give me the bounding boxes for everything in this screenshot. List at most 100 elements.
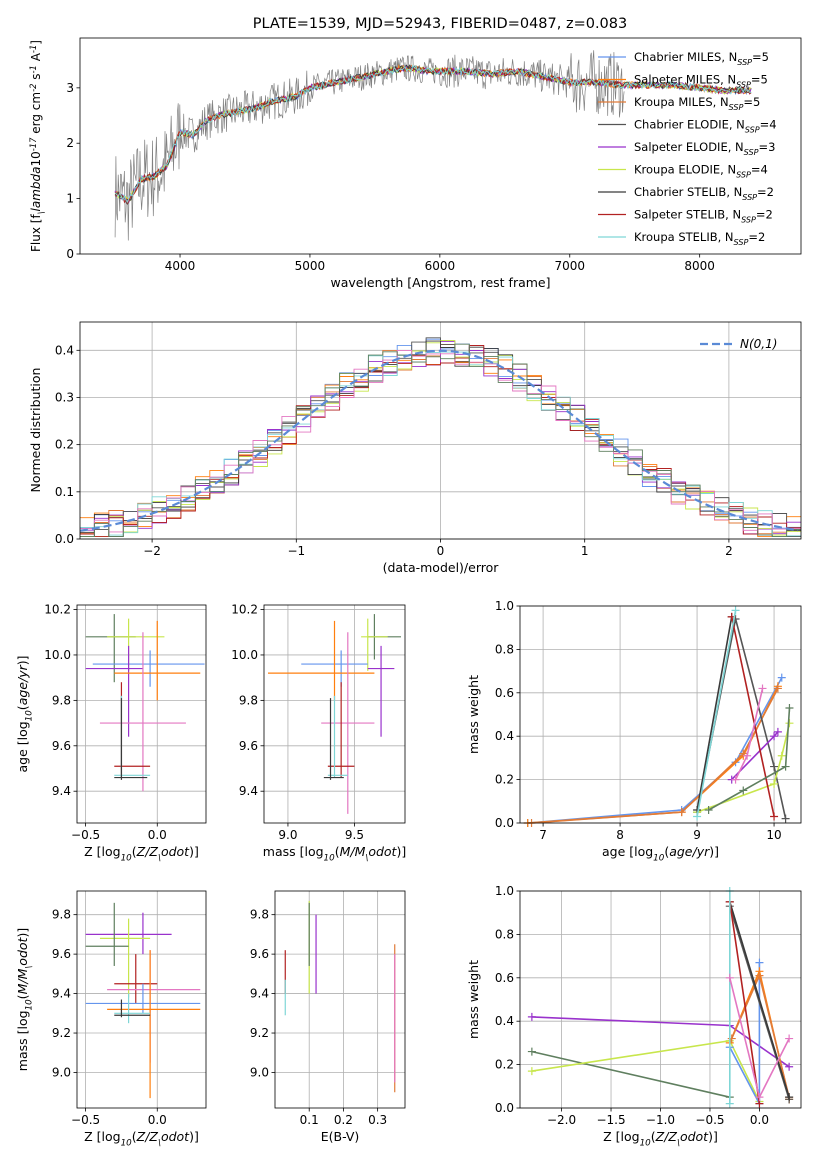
legend-entry: Chabrier STELIB, NSSP=2 xyxy=(634,185,774,202)
x-tick-label: 9.5 xyxy=(345,828,364,842)
residual-histogram xyxy=(80,345,801,538)
x-tick-label: −0.5 xyxy=(71,828,100,842)
y-tick-label: 0.2 xyxy=(495,773,514,787)
y-tick-label: 0.4 xyxy=(495,1014,514,1028)
errorbar xyxy=(99,918,151,998)
weight-vs-Z-axes xyxy=(520,887,801,1109)
weight-line xyxy=(531,1039,761,1102)
x-tick-label: −0.5 xyxy=(71,1113,100,1127)
legend-entry: Kroupa MILES, NSSP=5 xyxy=(634,95,760,112)
x-tick-label: 5000 xyxy=(295,259,326,273)
weight-line xyxy=(730,616,775,817)
weight-vs-Z-frame xyxy=(516,890,802,1112)
errorbar xyxy=(323,698,344,780)
weight-marker xyxy=(739,786,748,795)
chart-title: PLATE=1539, MJD=52943, FIBERID=0487, z=0… xyxy=(253,16,627,32)
errorbar xyxy=(85,645,143,737)
y-tick-label: 10.0 xyxy=(44,648,71,662)
weight-line xyxy=(696,610,737,817)
errorbar xyxy=(267,620,375,701)
weight-vs-age-frame xyxy=(516,605,802,827)
y-axis-label: Normed distribution xyxy=(28,368,43,493)
weight-marker xyxy=(731,606,740,615)
mass-vs-ebv-frame xyxy=(271,890,406,1112)
weight-marker xyxy=(731,775,740,784)
y-tick-label: 0.3 xyxy=(55,390,74,404)
errorbar xyxy=(107,950,201,1099)
weight-marker xyxy=(527,1067,536,1076)
x-tick-label: 0.2 xyxy=(334,1113,353,1127)
residual-histogram xyxy=(80,349,801,533)
weight-marker xyxy=(770,732,779,741)
mass-vs-Z-axes xyxy=(77,891,206,1108)
weight-line xyxy=(531,1050,730,1098)
y-tick-label: 9.4 xyxy=(250,987,269,1001)
y-tick-label: 10.0 xyxy=(231,648,258,662)
y-axis-label: mass weight xyxy=(466,675,481,754)
model-spectrum xyxy=(114,64,752,201)
weight-marker xyxy=(693,812,702,821)
legend-entry: Salpeter ELODIE, NSSP=3 xyxy=(634,140,775,157)
weight-marker xyxy=(725,1099,734,1108)
errorbar xyxy=(327,695,348,778)
weight-marker xyxy=(770,779,779,788)
age-vs-Z-axes xyxy=(77,605,206,823)
y-tick-label: 3 xyxy=(66,81,74,95)
errorbar xyxy=(321,632,375,814)
gaussian-curve xyxy=(79,349,799,532)
y-tick-label: 9.8 xyxy=(52,908,71,922)
plot-frame xyxy=(263,604,406,824)
errorbar xyxy=(114,695,151,778)
x-tick-label: 0.1 xyxy=(300,1113,319,1127)
plot-frame xyxy=(274,890,406,1109)
legend-entry: Chabrier MILES, NSSP=5 xyxy=(634,50,769,67)
x-tick-label: 0 xyxy=(437,544,445,558)
weight-marker xyxy=(777,673,786,682)
errorbar xyxy=(85,902,129,966)
y-tick-label: 0.8 xyxy=(495,642,514,656)
x-tick-label: −0.5 xyxy=(695,1113,724,1127)
y-tick-label: 10.2 xyxy=(231,603,258,617)
y-tick-label: 0.0 xyxy=(495,1101,514,1115)
weight-line xyxy=(708,707,791,811)
x-tick-label: 9 xyxy=(693,828,701,842)
plot-frame xyxy=(79,37,802,255)
spectrum-legend xyxy=(598,56,626,238)
y-tick-label: 0.4 xyxy=(55,343,74,357)
x-tick-label: 4000 xyxy=(165,259,196,273)
errorbar xyxy=(367,645,395,737)
plot-frame xyxy=(76,890,207,1109)
age-vs-mass-axes xyxy=(264,605,405,823)
y-axis-label: Flux [f\lambda10-17 erg cm-2 s-1 A-1] xyxy=(28,40,46,252)
x-tick-label: 10 xyxy=(766,828,781,842)
legend-entry: N(0,1) xyxy=(740,337,777,351)
weight-marker xyxy=(770,762,779,771)
weight-marker xyxy=(755,1093,764,1102)
weight-line xyxy=(696,618,787,819)
y-tick-label: 9.4 xyxy=(239,784,258,798)
y-tick-label: 0.0 xyxy=(495,816,514,830)
y-tick-label: 0.0 xyxy=(55,532,74,546)
y-axis-label: mass [log10(M/M\odot)] xyxy=(15,928,34,1071)
y-tick-label: 0 xyxy=(66,247,74,261)
weight-marker xyxy=(785,1034,794,1043)
legend-entry: Chabrier ELODIE, NSSP=4 xyxy=(634,118,777,135)
weight-marker xyxy=(773,727,782,736)
x-tick-label: 0.0 xyxy=(750,1113,769,1127)
errorbar xyxy=(114,999,151,1018)
x-axis-label: mass [log10(M/M\odot)] xyxy=(263,844,406,863)
x-axis-label: Z [log10(Z/Z\odot)] xyxy=(603,1129,718,1148)
weight-marker xyxy=(770,812,779,821)
x-tick-label: 0.0 xyxy=(148,828,167,842)
weight-marker xyxy=(777,751,786,760)
y-tick-label: 9.6 xyxy=(239,739,258,753)
y-tick-label: 9.8 xyxy=(239,693,258,707)
x-axis-label: Z [log10(Z/Z\odot)] xyxy=(84,844,199,863)
weight-line xyxy=(729,901,790,1098)
y-tick-label: 2 xyxy=(66,136,74,150)
weight-marker xyxy=(704,805,713,814)
weight-marker xyxy=(785,1062,794,1071)
x-tick-label: 8000 xyxy=(684,259,715,273)
x-tick-label: −1 xyxy=(287,544,305,558)
